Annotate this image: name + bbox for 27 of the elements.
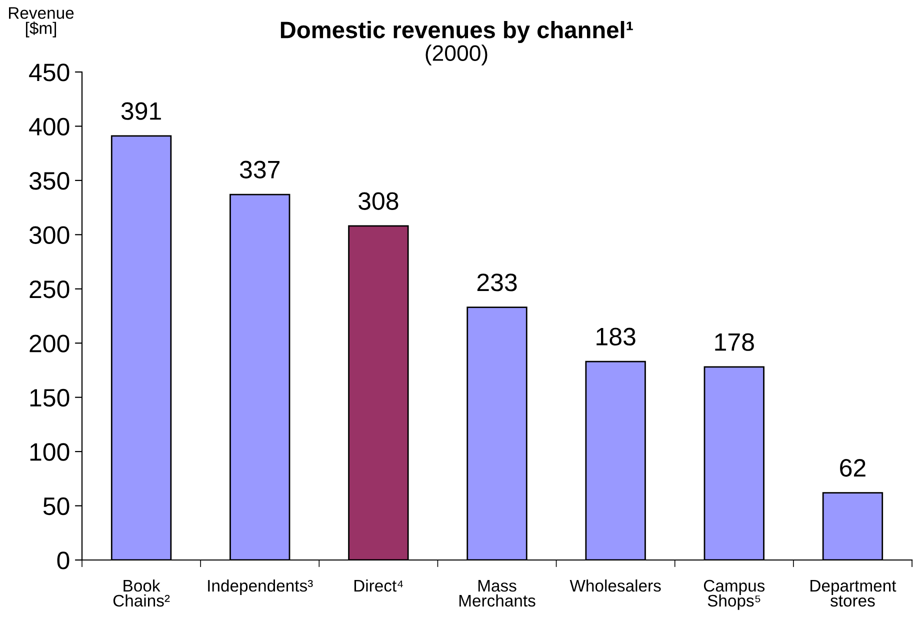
y-tick-label: 150 (30, 388, 70, 407)
x-tick-label: Campus Shops⁵ (704, 580, 765, 610)
chart-title: Domestic revenues by channel¹ (280, 20, 633, 44)
y-tick-label: 50 (43, 497, 70, 516)
x-tick-label: Wholesalers (570, 579, 661, 592)
y-tick-label: 250 (30, 280, 70, 298)
data-label: 233 (477, 274, 517, 292)
y-tick-label: 100 (30, 443, 70, 461)
data-label: 62 (840, 459, 866, 477)
x-tick-label: Direct⁴ (354, 579, 403, 592)
data-label: 178 (715, 333, 754, 351)
data-label: 183 (596, 328, 636, 346)
x-tick-label: Book Chains² (113, 579, 170, 607)
chart-subtitle: (2000) (426, 44, 488, 66)
y-tick-label: 300 (29, 226, 70, 244)
data-label: 308 (358, 192, 398, 210)
y-tick-label: 350 (29, 172, 70, 190)
y-axis-title: Revenue [$m] (9, 7, 74, 38)
y-tick-label: 200 (30, 334, 70, 352)
x-tick-label: Independents³ (208, 579, 313, 595)
y-tick-label: 450 (29, 64, 70, 82)
y-tick-label: 0 (57, 552, 70, 570)
x-tick-label: Department stores (810, 580, 896, 607)
y-tick-label: 400 (29, 118, 70, 136)
data-label: 337 (240, 160, 280, 178)
x-tick-label: Mass Merchants (459, 580, 536, 607)
data-label: 391 (121, 102, 161, 120)
